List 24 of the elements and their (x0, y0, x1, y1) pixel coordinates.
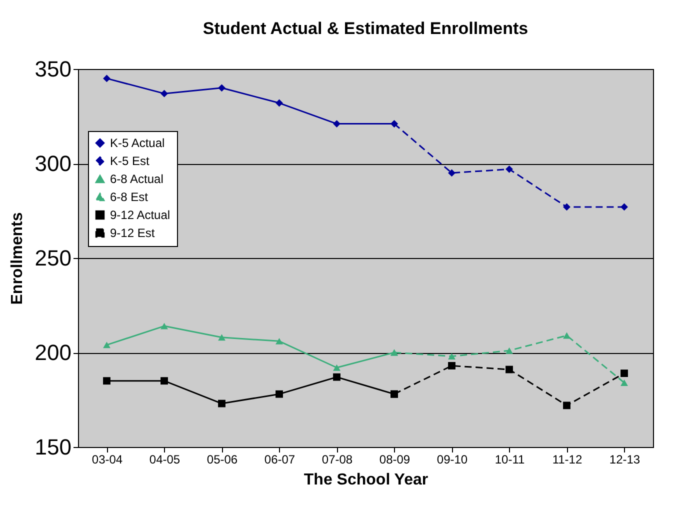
legend-label: 6-8 Actual (110, 172, 164, 186)
x-tick-label: 07-08 (322, 452, 353, 466)
x-tick-label: 05-06 (206, 452, 238, 466)
x-axis-title: The School Year (304, 472, 428, 488)
legend-label: 6-8 Est (110, 190, 149, 204)
chart-title: Student Actual & Estimated Enrollments (202, 19, 528, 38)
y-tick-label: 200 (34, 340, 72, 365)
x-tick-label: 08-09 (379, 452, 410, 466)
y-tick-label: 350 (34, 56, 72, 82)
legend-label: 9-12 Actual (110, 208, 170, 222)
x-tick-label: 03-04 (92, 452, 123, 466)
legend-label: K-5 Actual (110, 136, 165, 150)
x-tick-label: 11-12 (552, 452, 582, 466)
y-tick-label: 250 (34, 246, 72, 270)
y-tick-label: 300 (34, 151, 72, 176)
legend-label: K-5 Est (110, 154, 150, 168)
y-tick-label: 150 (34, 434, 72, 460)
x-tick-label: 12-13 (609, 452, 640, 466)
x-tick-label: 09-10 (436, 452, 468, 466)
legend-label: 9-12 Est (110, 226, 156, 240)
y-axis-title: Enrollments (8, 212, 26, 305)
x-tick-label: 04-05 (149, 452, 180, 466)
x-tick-label: 10-11 (494, 452, 525, 466)
x-tick-label: 06-07 (264, 452, 296, 466)
